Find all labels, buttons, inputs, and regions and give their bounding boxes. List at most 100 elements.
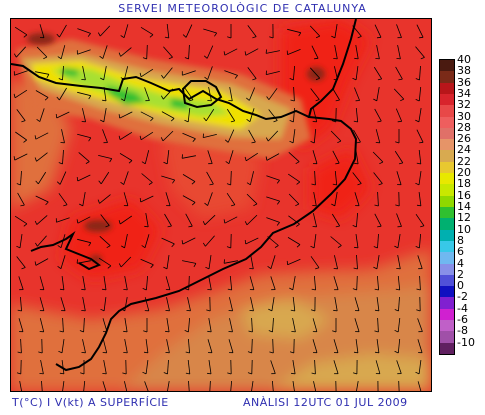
wind-barb <box>59 276 65 291</box>
wind-barb <box>288 193 300 207</box>
wind-barb <box>118 47 132 57</box>
wind-barb <box>332 150 340 165</box>
wind-barb <box>39 297 45 312</box>
wind-barb <box>15 131 27 143</box>
legend-label: 20 <box>457 166 471 180</box>
wind-barb <box>184 44 190 60</box>
legend-color-bar <box>439 59 455 355</box>
wind-barb <box>396 24 402 39</box>
wind-barb <box>269 338 274 354</box>
wind-barb <box>333 276 339 291</box>
wind-barb <box>76 49 91 55</box>
wind-barb <box>396 171 402 186</box>
wind-barb <box>309 25 321 39</box>
wind-barb <box>289 338 295 354</box>
wind-barb <box>373 233 379 249</box>
wind-barb <box>267 236 279 248</box>
wind-barb <box>268 297 275 312</box>
wind-barb <box>100 297 107 312</box>
wind-barb <box>81 339 86 354</box>
wind-barb <box>204 192 213 206</box>
wind-barb <box>57 234 66 249</box>
wind-barb <box>396 45 401 60</box>
wind-barb <box>353 129 361 144</box>
wind-barb <box>16 109 26 123</box>
wind-barb <box>77 238 92 247</box>
wind-barb <box>163 46 173 60</box>
wind-barb <box>60 129 65 144</box>
wind-barb <box>142 275 148 291</box>
wind-barb <box>165 276 171 291</box>
wind-barb <box>167 381 170 391</box>
legend-swatch <box>440 286 454 298</box>
wind-barb <box>352 66 359 81</box>
wind-barb <box>417 339 423 354</box>
wind-barb <box>353 107 359 123</box>
wind-barb <box>244 214 258 226</box>
wind-barb <box>268 317 274 333</box>
wind-barb <box>186 297 191 312</box>
wind-barb <box>373 87 380 102</box>
wind-barb <box>98 257 112 269</box>
wind-barb <box>224 129 235 143</box>
wind-barb <box>18 276 24 291</box>
wind-barb <box>102 360 107 375</box>
wind-barb <box>36 108 45 122</box>
wind-barb <box>265 70 280 75</box>
legend-label: 24 <box>457 143 471 157</box>
wind-barb <box>290 86 295 102</box>
wind-barb <box>287 237 301 248</box>
wind-barb <box>141 173 153 185</box>
wind-barb <box>333 360 339 375</box>
wind-barb <box>354 150 359 165</box>
wind-barb <box>265 49 280 54</box>
wind-barb <box>102 129 108 144</box>
legend-swatch <box>440 60 454 72</box>
legend-swatch <box>440 229 454 242</box>
wind-barb <box>35 71 50 78</box>
wind-barb <box>19 381 22 391</box>
wind-barb <box>289 65 295 81</box>
wind-barb <box>205 255 212 270</box>
wind-barb <box>249 276 255 291</box>
wind-barb <box>80 360 85 375</box>
wind-barb <box>416 275 421 291</box>
wind-barb <box>289 129 296 144</box>
wind-barb <box>14 215 28 227</box>
wind-barb <box>312 318 318 333</box>
legend-label: -10 <box>457 335 475 349</box>
wind-barb <box>272 380 274 391</box>
wind-barb <box>266 196 281 205</box>
wind-barb <box>97 194 111 204</box>
wind-barb <box>102 318 108 333</box>
wind-barb <box>77 133 92 142</box>
wind-barb <box>57 255 66 270</box>
wind-barb <box>226 170 232 186</box>
wind-barb <box>335 380 337 391</box>
wind-barb <box>331 24 338 39</box>
wind-barb <box>288 215 300 227</box>
wind-barb <box>395 66 403 81</box>
wind-barb <box>415 360 422 375</box>
legend-label: -4 <box>457 301 468 315</box>
wind-barb <box>185 359 191 375</box>
wind-barb <box>288 152 300 165</box>
wind-barb <box>144 381 149 391</box>
wind-barb <box>17 338 22 354</box>
wind-barb <box>417 318 423 333</box>
wind-barb <box>223 259 238 264</box>
legend-label: -2 <box>457 290 468 304</box>
wind-barb <box>330 236 342 248</box>
wind-barb <box>100 214 110 228</box>
legend-label: 6 <box>457 245 464 259</box>
wind-barb <box>123 318 128 333</box>
wind-barb <box>417 381 422 391</box>
wind-barb <box>16 170 22 186</box>
wind-barb <box>374 108 382 123</box>
wind-barb <box>58 339 65 354</box>
wind-barb <box>352 172 362 186</box>
wind-barb <box>39 318 45 333</box>
wind-barb <box>310 256 320 270</box>
legend-label: -8 <box>457 324 468 338</box>
wind-barb <box>140 258 154 269</box>
